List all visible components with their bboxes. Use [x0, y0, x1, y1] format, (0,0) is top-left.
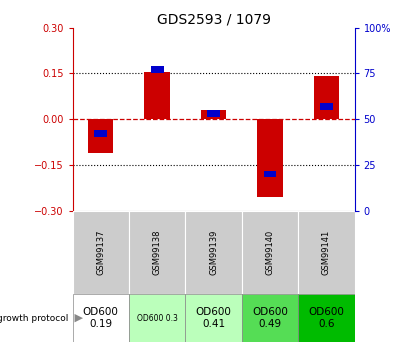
Text: OD600
0.41: OD600 0.41 — [195, 307, 232, 329]
Text: OD600
0.49: OD600 0.49 — [252, 307, 288, 329]
Bar — [185, 295, 242, 342]
Bar — [73, 211, 129, 295]
Text: ▶: ▶ — [71, 313, 83, 323]
Bar — [314, 77, 339, 119]
Bar — [298, 211, 355, 295]
Text: OD600 0.3: OD600 0.3 — [137, 314, 178, 323]
Text: GSM99139: GSM99139 — [209, 230, 218, 275]
Bar — [201, 110, 226, 119]
Text: OD600
0.19: OD600 0.19 — [83, 307, 119, 329]
Bar — [242, 211, 298, 295]
Bar — [298, 295, 355, 342]
Text: GSM99140: GSM99140 — [266, 230, 274, 275]
Text: growth protocol: growth protocol — [0, 314, 69, 323]
Bar — [88, 119, 114, 153]
Text: GSM99141: GSM99141 — [322, 230, 331, 275]
Bar — [242, 295, 298, 342]
Bar — [144, 72, 170, 119]
Bar — [129, 295, 185, 342]
Bar — [129, 211, 185, 295]
Text: GSM99138: GSM99138 — [153, 230, 162, 275]
Bar — [185, 211, 242, 295]
Bar — [320, 103, 333, 110]
Bar — [94, 130, 107, 137]
Bar — [73, 295, 129, 342]
Bar — [264, 171, 276, 177]
Bar — [151, 66, 164, 73]
Title: GDS2593 / 1079: GDS2593 / 1079 — [157, 12, 270, 27]
Text: GSM99137: GSM99137 — [96, 230, 105, 275]
Text: OD600
0.6: OD600 0.6 — [308, 307, 345, 329]
Bar — [207, 110, 220, 117]
Bar — [257, 119, 283, 197]
